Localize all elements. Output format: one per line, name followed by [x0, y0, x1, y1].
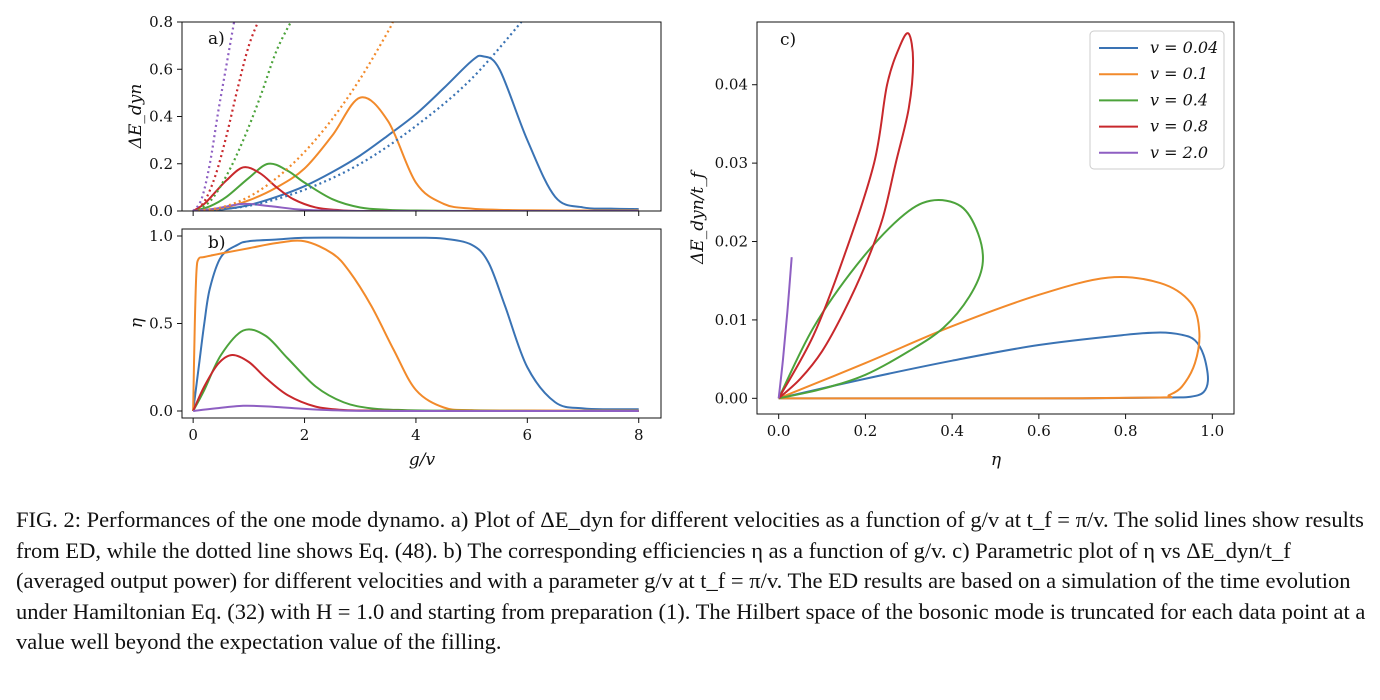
x-tick-label: 4 [411, 426, 421, 444]
series-line [192, 22, 236, 211]
panel-c-label: c) [780, 30, 796, 50]
y-tick-label: 0.03 [715, 154, 748, 172]
series-line [192, 239, 639, 412]
y-tick-label: 0.4 [149, 108, 173, 126]
x-tick-label: 0.6 [1027, 422, 1051, 440]
y-tick-label: 0.02 [715, 233, 748, 251]
series-line [192, 236, 639, 412]
figure-caption: FIG. 2: Performances of the one mode dyn… [16, 507, 1366, 654]
panel-b-label: b) [208, 233, 226, 253]
series-line [777, 199, 984, 400]
x-tick-label: 0.4 [940, 422, 964, 440]
series-line [193, 404, 639, 413]
x-tick-label: 0 [188, 426, 198, 444]
plot-frame [181, 228, 662, 419]
x-axis-label-b: g/v [409, 450, 436, 470]
plot-frame [181, 21, 662, 212]
x-tick-label: 0.8 [1114, 422, 1138, 440]
series-line [778, 331, 1209, 400]
series-line [192, 328, 639, 413]
series-line [192, 353, 639, 413]
x-tick-label: 6 [523, 426, 533, 444]
x-tick-label: 0.0 [767, 422, 791, 440]
y-tick-label: 0.2 [149, 155, 173, 173]
legend-label: v = 2.0 [1150, 143, 1208, 162]
y-axis-label-c: ΔE_dyn/t_f [688, 169, 708, 265]
x-tick-label: 8 [634, 426, 644, 444]
legend-box [1089, 30, 1225, 170]
series-line [777, 257, 793, 399]
y-tick-label: 1.0 [149, 227, 173, 245]
y-tick-label: 0.6 [149, 60, 173, 78]
y-axis-label-b: η [127, 317, 147, 328]
series-line [192, 22, 260, 211]
legend: v = 0.04 v = 0.1 v = 0.4 v = 0.8 v = 2.0 [1089, 30, 1225, 170]
y-tick-label: 0.0 [149, 402, 173, 420]
series-line [193, 22, 394, 211]
x-tick-label: 2 [300, 426, 310, 444]
legend-label: v = 0.4 [1150, 90, 1208, 109]
x-axis-label-c: η [991, 450, 1002, 470]
series-line [193, 202, 639, 211]
figure: a) 0.0 0.2 0.4 0.6 0.8 b) g/v 0.0 0.5 1.0 0 2 4 6 8… [126, 13, 1235, 470]
series-line [193, 54, 639, 211]
x-tick-label: 1.0 [1200, 422, 1224, 440]
y-tick-label: 0.8 [149, 13, 173, 31]
legend-label: v = 0.1 [1150, 64, 1208, 83]
panel-b: b) g/v 0.0 0.5 1.0 0 2 4 6 8 [149, 227, 662, 470]
panel-c: c) η 0.00 0.01 0.02 0.03 0.04 0.0 0.2 0.4 0.6 0.8… [715, 21, 1235, 470]
panel-a: a) 0.0 0.2 0.4 0.6 0.8 [149, 13, 662, 220]
series-line [192, 162, 639, 211]
series-line [192, 22, 293, 211]
series-line [193, 22, 523, 211]
plot-frame [756, 21, 1235, 415]
series-line [778, 276, 1201, 400]
series-line [777, 32, 915, 400]
y-tick-label: 0.01 [715, 311, 748, 329]
y-tick-label: 0.5 [149, 315, 173, 333]
x-tick-label: 0.2 [853, 422, 877, 440]
y-tick-label: 0.0 [149, 202, 173, 220]
panel-a-label: a) [208, 29, 225, 49]
y-tick-label: 0.00 [715, 389, 748, 407]
y-tick-label: 0.04 [715, 76, 748, 94]
legend-label: v = 0.04 [1150, 38, 1218, 57]
y-axis-label-a: ΔE_dyn [126, 84, 146, 150]
legend-label: v = 0.8 [1150, 117, 1208, 136]
